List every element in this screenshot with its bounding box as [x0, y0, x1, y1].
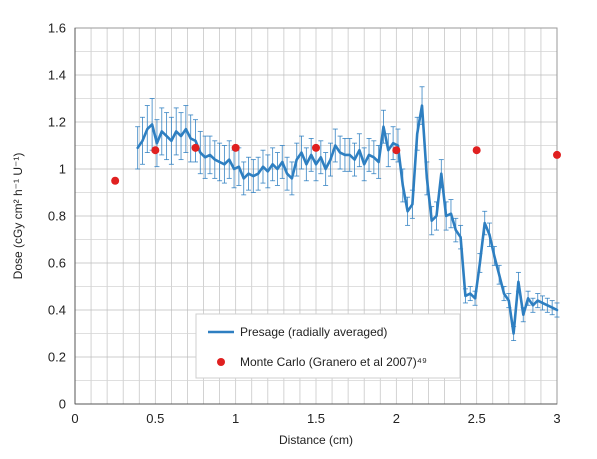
y-tick-label: 0.4	[48, 303, 66, 318]
y-tick-label: 0.8	[48, 209, 66, 224]
y-tick-label: 1.2	[48, 115, 66, 130]
monte-carlo-point	[111, 176, 120, 185]
x-tick-label: 0.5	[146, 411, 164, 426]
monte-carlo-point	[472, 146, 481, 155]
x-tick-label: 2.5	[468, 411, 486, 426]
series	[111, 86, 561, 341]
x-tick-label: 2	[393, 411, 400, 426]
y-tick-label: 0.6	[48, 256, 66, 271]
y-tick-label: 1.4	[48, 68, 66, 83]
monte-carlo-point	[312, 143, 320, 152]
y-tick-label: 1	[59, 162, 66, 177]
monte-carlo-point	[151, 146, 160, 155]
legend: Presage (radially averaged) Monte Carlo …	[195, 313, 461, 379]
x-tick-label: 3	[553, 411, 560, 426]
monte-carlo-point	[231, 143, 240, 152]
presage-line	[136, 104, 559, 335]
monte-carlo-point	[191, 143, 200, 152]
legend-label-presage: Presage (radially averaged)	[240, 325, 387, 339]
x-tick-label: 1.5	[307, 411, 325, 426]
y-tick-label: 0	[59, 397, 66, 412]
x-axis-title: Distance (cm)	[279, 433, 353, 447]
tick-labels: 0 0.5 1 1.5 2 2.5 3 0 0.2 0.4 0.6 0.8 1 1.2 1.4 1.6	[48, 21, 561, 427]
y-tick-label: 1.6	[48, 21, 66, 36]
legend-box	[195, 313, 461, 379]
y-tick-label: 0.2	[48, 350, 66, 365]
monte-carlo-point	[553, 150, 561, 159]
x-tick-label: 1	[232, 411, 239, 426]
y-axis-title: Dose (cGy cm² h⁻¹ U⁻¹)	[11, 153, 25, 280]
x-tick-label: 0	[71, 411, 78, 426]
axes	[74, 28, 557, 405]
monte-carlo-point	[392, 146, 401, 155]
legend-label-monte-carlo: Monte Carlo (Granero et al 2007)⁴⁹	[240, 355, 427, 369]
legend-dot-swatch	[217, 358, 225, 366]
